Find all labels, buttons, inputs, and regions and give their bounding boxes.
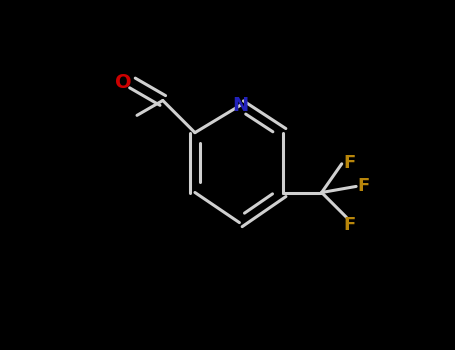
Text: O: O [116, 74, 132, 92]
Text: F: F [358, 177, 370, 195]
Text: N: N [233, 96, 249, 114]
Text: F: F [344, 216, 356, 234]
Text: F: F [344, 154, 355, 172]
